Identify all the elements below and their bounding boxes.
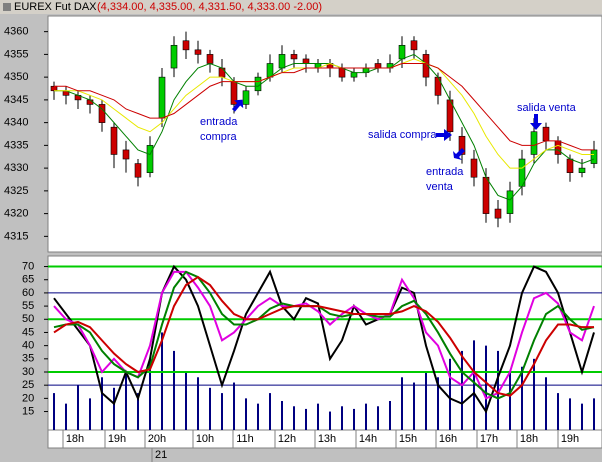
candle-body — [506, 190, 514, 214]
candle-body — [338, 67, 346, 78]
candle-body — [218, 67, 226, 78]
candle-body — [398, 44, 406, 60]
line-series — [54, 58, 594, 169]
y-tick-label: 4330 — [4, 162, 28, 174]
price-plot — [47, 15, 602, 253]
x-tick-label: 12h — [278, 433, 296, 445]
x-tick-label: 19h — [561, 433, 579, 445]
x-tick-label: 18h — [66, 433, 84, 445]
y-tick-label: 35 — [22, 353, 34, 365]
y-tick-label: 4345 — [4, 94, 28, 106]
candle-body — [122, 149, 130, 160]
y-tick-label: 45 — [22, 326, 34, 338]
arrow — [231, 99, 244, 112]
candle-body — [290, 54, 298, 60]
y-tick-label: 65 — [22, 274, 34, 286]
candle-body — [590, 149, 598, 164]
y-tick-label: 25 — [22, 379, 34, 391]
y-tick-label: 4325 — [4, 185, 28, 197]
annotation: compra — [200, 131, 238, 143]
candle-body — [470, 158, 478, 178]
y-tick-label: 4320 — [4, 208, 28, 220]
title-bar — [0, 0, 602, 14]
candle-body — [194, 49, 202, 55]
annotation: entrada — [200, 116, 238, 128]
x-tick-label: 18h — [520, 433, 538, 445]
candle-body — [374, 63, 382, 69]
title-icon — [3, 3, 11, 11]
y-tick-label: 20 — [22, 392, 34, 404]
y-tick-label: 50 — [22, 313, 34, 325]
candle-body — [242, 90, 250, 105]
y-tick-label: 15 — [22, 405, 34, 417]
x-tick-label: 10h — [196, 433, 214, 445]
x-tick-label: 11h — [236, 433, 254, 445]
candle-body — [542, 126, 550, 142]
annotation: entrada — [426, 166, 464, 178]
annotation: salida compra — [368, 129, 437, 141]
arrow — [453, 148, 465, 160]
candle-body — [458, 135, 466, 155]
x-tick-label: 16h — [439, 433, 457, 445]
arrow — [436, 129, 452, 141]
candle-body — [278, 54, 286, 69]
y-tick-label: 4350 — [4, 71, 28, 83]
x-tick-label: 15h — [399, 433, 417, 445]
line-series — [54, 62, 594, 151]
candle-body — [170, 44, 178, 69]
y-tick-label: 4355 — [4, 48, 28, 60]
annotation: salida venta — [517, 102, 577, 114]
annotation: venta — [426, 181, 454, 193]
candle-body — [86, 99, 94, 105]
candle-body — [482, 176, 490, 214]
candle-body — [302, 58, 310, 64]
candle-body — [134, 163, 142, 178]
candle-body — [350, 72, 358, 78]
y-tick-label: 4340 — [4, 117, 28, 129]
y-tick-label: 55 — [22, 300, 34, 312]
y-tick-label: 4315 — [4, 230, 28, 242]
chart-title: EUREX Fut DAX — [14, 1, 97, 13]
line-series — [54, 53, 595, 201]
x-tick-label: 14h — [359, 433, 377, 445]
x-tick-label: 13h — [318, 433, 336, 445]
line-series — [53, 270, 595, 400]
y-tick-label: 30 — [22, 366, 34, 378]
line-series — [53, 275, 594, 397]
arrow — [530, 114, 542, 130]
x-tick-label: 17h — [480, 433, 498, 445]
y-tick-label: 70 — [22, 260, 34, 272]
candle-body — [422, 54, 430, 78]
candle-body — [254, 76, 262, 92]
y-tick-label: 40 — [22, 340, 34, 352]
arrows — [231, 99, 542, 160]
candle-body — [434, 76, 442, 96]
y-tick-label: 4360 — [4, 26, 28, 38]
candle-body — [158, 76, 166, 119]
x-tick-label: 20h — [148, 433, 166, 445]
candle-body — [110, 126, 118, 155]
y-tick-label: 60 — [22, 287, 34, 299]
x-tick-label: 19h — [108, 433, 126, 445]
candle-body — [554, 140, 562, 155]
chart-subtitle: (4,334.00, 4,335.00, 4,331.50, 4,333.00 … — [97, 1, 322, 13]
time-axis — [47, 429, 602, 449]
line-series — [53, 264, 595, 414]
y-tick-label: 4335 — [4, 139, 28, 151]
candle-body — [182, 40, 190, 51]
candle-body — [98, 104, 106, 123]
candle-body — [50, 85, 58, 92]
date-label: 21 — [155, 449, 167, 461]
candle-body — [494, 208, 502, 219]
candle-body — [206, 54, 214, 64]
candle-body — [146, 145, 154, 173]
candle-body — [566, 158, 574, 173]
candle-body — [578, 167, 586, 173]
line-series — [53, 270, 595, 400]
candle-body — [530, 131, 538, 155]
candle-body — [410, 40, 418, 51]
